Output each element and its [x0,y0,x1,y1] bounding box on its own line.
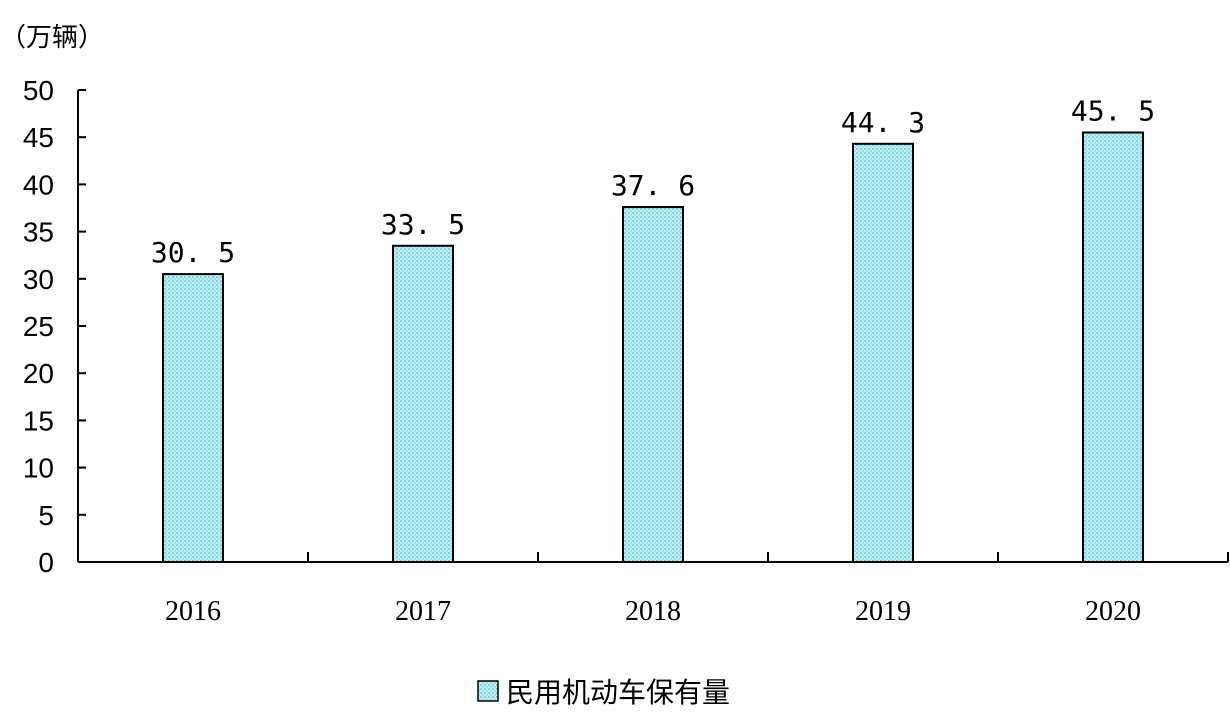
bars [162,131,1144,563]
bar-2017 [392,244,454,563]
data-label-2017: 33. 5 [381,208,465,241]
y-tick-label: 40 [23,169,54,200]
x-tick-labels: 2016 2017 2018 2019 2020 [165,596,1141,627]
unit-label: （万辆） [0,23,104,53]
legend: 民用机动车保有量 [477,676,730,709]
y-tick-label: 45 [23,122,54,153]
data-label-2020: 45. 5 [1071,94,1155,127]
x-tick-label-2020: 2020 [1085,596,1141,627]
y-tick-label: 20 [23,358,54,389]
y-tick-label: 35 [23,217,54,248]
x-tick-label-2018: 2018 [625,596,681,627]
y-tick-label: 15 [23,405,54,436]
bar-2018 [622,206,684,563]
data-label-2019: 44. 3 [841,106,925,139]
y-tick-label: 0 [38,547,54,578]
y-tick-label: 10 [23,453,54,484]
y-tick-label: 30 [23,264,54,295]
y-tick-label: 25 [23,311,54,342]
data-labels: 30. 5 33. 5 37. 6 44. 3 45. 5 [151,94,1155,269]
bar-2020 [1082,131,1144,563]
y-tick-label: 50 [23,75,54,106]
x-tick-label-2019: 2019 [855,596,911,627]
bar-2019 [852,142,914,563]
y-tick-label: 5 [38,500,54,531]
data-label-2018: 37. 6 [611,169,695,202]
legend-swatch [477,680,499,702]
x-tick-label-2016: 2016 [165,596,221,627]
x-tick-label-2017: 2017 [395,596,451,627]
bar-2016 [162,273,224,563]
data-label-2016: 30. 5 [151,236,235,269]
y-axis: 0 5 10 15 20 25 30 35 40 45 50 [23,75,86,578]
legend-label: 民用机动车保有量 [506,676,730,709]
